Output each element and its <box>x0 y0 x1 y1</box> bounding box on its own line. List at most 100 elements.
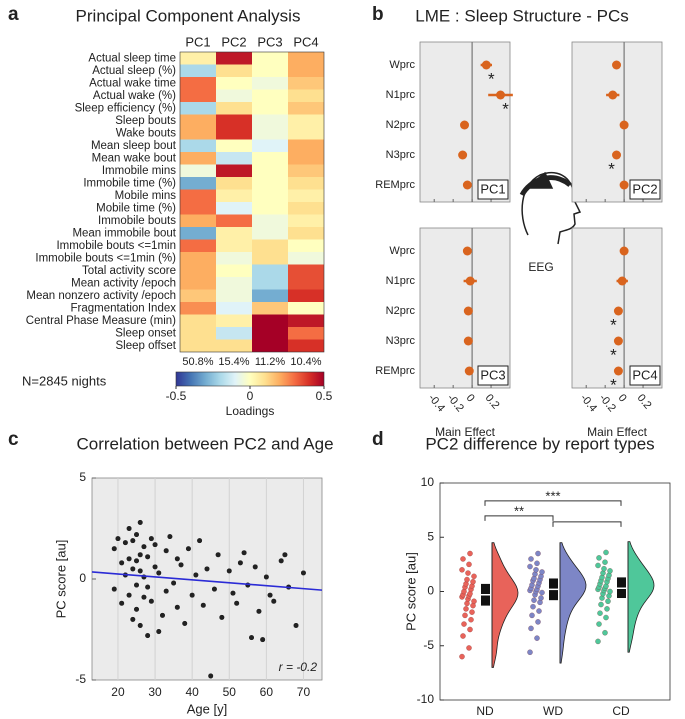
note: N=2845 nights <box>22 373 107 388</box>
x-axis-label: Main Effect <box>435 425 495 439</box>
dot <box>465 276 475 286</box>
point <box>538 595 544 601</box>
heatmap-cell <box>180 202 216 215</box>
point <box>189 592 196 599</box>
heatmap-cell <box>216 314 252 327</box>
heatmap-cell <box>288 102 324 115</box>
point <box>129 616 136 623</box>
heatmap-cell <box>252 214 288 227</box>
panel-name: PC2 <box>632 181 657 196</box>
heatmap-cell <box>288 64 324 77</box>
heatmap-cell <box>180 189 216 202</box>
point <box>181 620 188 627</box>
point <box>603 549 609 556</box>
heatmap-cell <box>216 164 252 177</box>
point <box>111 545 118 552</box>
point <box>241 549 248 556</box>
heatmap-cell <box>180 114 216 127</box>
heatmap-cell <box>216 89 252 102</box>
point <box>252 563 259 570</box>
point <box>152 541 159 548</box>
point <box>460 556 466 562</box>
point <box>174 555 181 562</box>
dot <box>619 120 629 130</box>
point <box>468 616 474 623</box>
point <box>126 592 133 599</box>
heatmap-cell <box>216 289 252 302</box>
heatmap-cell <box>216 302 252 315</box>
heatmap-cell <box>252 239 288 252</box>
heatmap-cell <box>180 152 216 165</box>
x-tick-label: CD <box>612 704 630 718</box>
point <box>460 633 466 639</box>
annotation: r = -0.2 <box>279 660 318 674</box>
heatmap-cell <box>180 339 216 352</box>
heatmap-cell <box>216 102 252 115</box>
row-label: REMprc <box>375 365 415 377</box>
point <box>229 590 237 597</box>
row-label: Fragmentation Index <box>71 302 177 314</box>
heatmap-cell <box>252 127 288 140</box>
point <box>459 653 465 660</box>
y-tick-label: -5 <box>423 638 434 652</box>
heatmap-cell <box>288 227 324 240</box>
dot <box>496 90 506 100</box>
heatmap-cell <box>288 214 324 227</box>
point <box>464 576 470 583</box>
point <box>133 531 140 538</box>
point <box>267 592 274 599</box>
point <box>148 535 155 542</box>
column-label: PC4 <box>293 34 318 49</box>
significance-bracket <box>484 515 554 521</box>
point <box>207 672 214 680</box>
row-label: N2prc <box>386 119 416 131</box>
x-tick-label: -0.2 <box>445 392 466 414</box>
heatmap-cell <box>180 127 216 140</box>
violin <box>627 541 655 653</box>
point <box>137 567 144 574</box>
heatmap-cell <box>216 277 252 290</box>
point <box>163 547 170 554</box>
heatmap-cell <box>216 189 252 202</box>
point <box>255 608 262 615</box>
point <box>211 586 218 593</box>
significance-star: * <box>502 99 509 118</box>
point <box>597 610 603 617</box>
heatmap-cell <box>180 89 216 102</box>
point <box>535 550 541 557</box>
heatmap-cell <box>288 77 324 90</box>
point <box>137 551 144 558</box>
colorbar-label: Loadings <box>226 404 275 418</box>
heatmap-cell <box>252 89 288 102</box>
heatmap-cell <box>288 302 324 315</box>
point <box>539 589 545 596</box>
significance-star: * <box>610 375 617 394</box>
heatmap-cell <box>180 177 216 190</box>
heatmap-cell <box>252 152 288 165</box>
point <box>174 604 181 611</box>
x-tick-label: WD <box>543 704 563 718</box>
dot <box>613 306 623 316</box>
violin <box>491 542 519 668</box>
point <box>536 608 542 614</box>
heatmap-cell <box>288 264 324 277</box>
colorbar-tick-label: 0.5 <box>316 389 333 403</box>
violin <box>559 542 587 664</box>
point <box>534 635 540 642</box>
point <box>595 562 601 569</box>
significance-star: * <box>610 315 617 334</box>
heatmap-cell <box>180 214 216 227</box>
point <box>471 598 477 605</box>
row-label: Actual sleep (%) <box>92 65 176 77</box>
x-tick-label: 0.2 <box>635 392 654 411</box>
row-label: Immobile time (%) <box>83 177 176 189</box>
row-label: Central Phase Measure (min) <box>26 315 176 327</box>
heatmap-cell <box>288 52 324 65</box>
point <box>137 519 144 526</box>
significance-star: * <box>610 345 617 364</box>
heatmap-cell <box>180 239 216 252</box>
dot <box>463 306 473 316</box>
heatmap-cell <box>180 52 216 65</box>
chart-title: Principal Component Analysis <box>76 6 301 25</box>
chart-title: Correlation between PC2 and Age <box>76 434 333 453</box>
